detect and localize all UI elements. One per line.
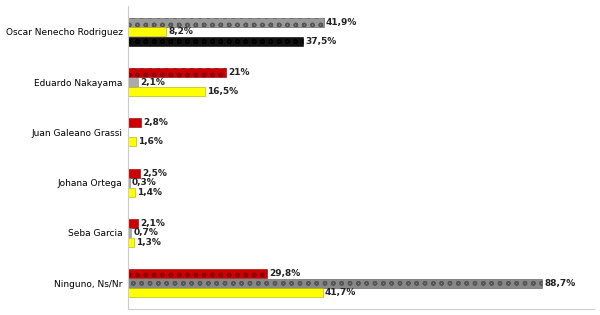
Text: 1,6%: 1,6% (138, 137, 163, 146)
Text: 0,7%: 0,7% (134, 228, 158, 238)
Text: 21%: 21% (229, 68, 250, 77)
Text: 29,8%: 29,8% (269, 269, 301, 278)
Text: 16,5%: 16,5% (208, 87, 239, 96)
Bar (128, 238, 134, 247)
Bar (128, 18, 323, 27)
Bar (128, 288, 323, 297)
Bar (128, 37, 303, 46)
Bar (128, 228, 131, 238)
Bar (128, 178, 130, 187)
Text: 1,4%: 1,4% (137, 188, 162, 197)
Text: 88,7%: 88,7% (544, 279, 575, 288)
Text: 2,1%: 2,1% (140, 219, 165, 228)
Bar (128, 87, 205, 96)
Text: 37,5%: 37,5% (305, 37, 337, 46)
Text: 1,3%: 1,3% (137, 238, 161, 247)
Bar (128, 118, 141, 127)
Bar (128, 27, 166, 36)
Bar (128, 169, 140, 178)
Text: 2,1%: 2,1% (140, 77, 165, 87)
Text: 41,9%: 41,9% (326, 18, 357, 27)
Bar (128, 68, 226, 77)
Text: 0,3%: 0,3% (132, 178, 157, 187)
Text: 8,2%: 8,2% (169, 27, 194, 36)
Bar (128, 77, 138, 87)
Text: 2,5%: 2,5% (142, 169, 167, 178)
Bar (128, 188, 134, 197)
Bar (128, 219, 138, 228)
Text: 41,7%: 41,7% (325, 288, 356, 297)
Text: 2,8%: 2,8% (143, 118, 169, 127)
Bar (128, 137, 136, 146)
Bar (128, 279, 542, 288)
Bar (128, 269, 267, 278)
